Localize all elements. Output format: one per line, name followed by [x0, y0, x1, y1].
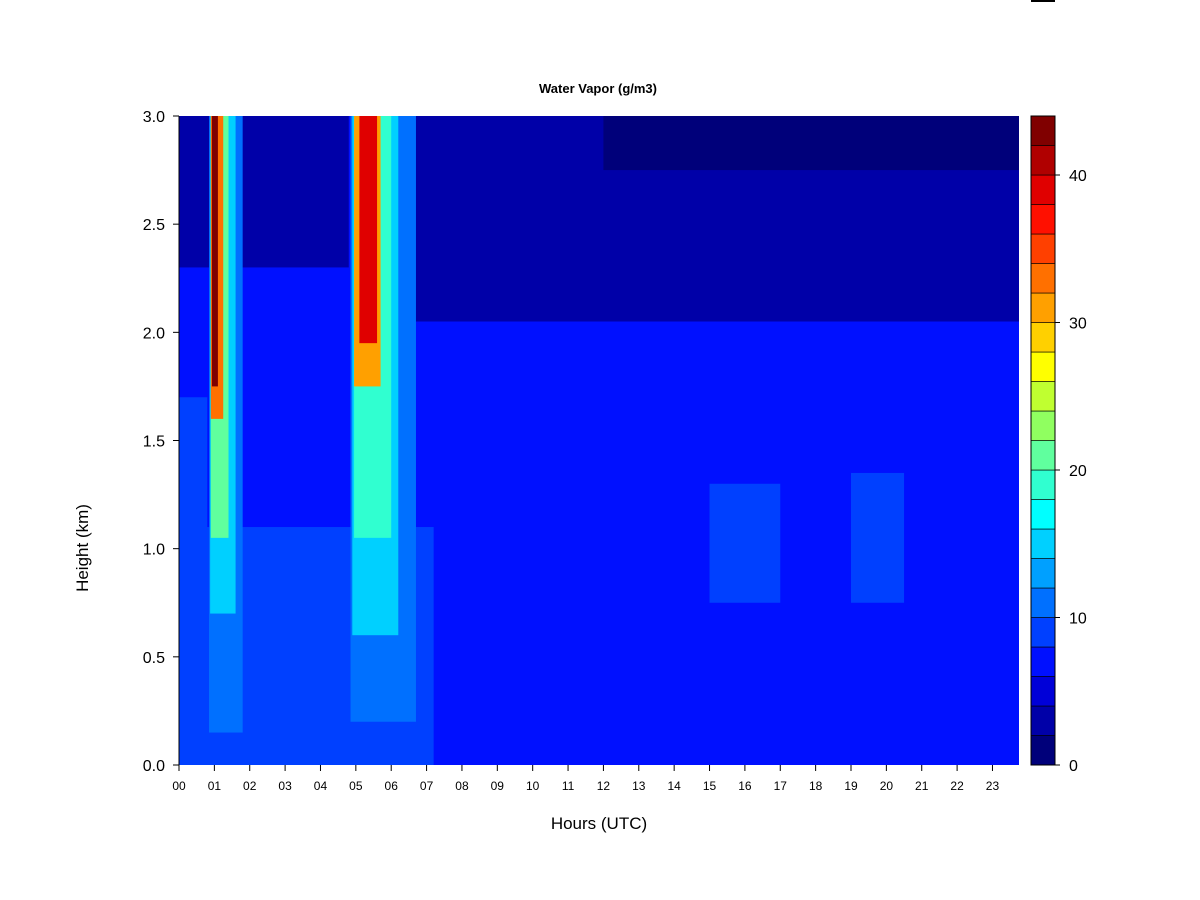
heatmap-region-plume-1-core	[211, 116, 218, 387]
x-axis-label: Hours (UTC)	[551, 814, 647, 833]
y-tick-label: 2.0	[143, 325, 165, 342]
y-tick-label: 2.5	[143, 217, 165, 234]
colorbar-swatch	[1030, 469, 1056, 500]
colorbar-legend: 0 10 20 30 40	[1030, 115, 1087, 775]
y-tick-label: 0.0	[143, 758, 165, 775]
x-tick-label: 22	[950, 779, 964, 793]
x-tick-label: 18	[809, 779, 823, 793]
x-tick-label: 14	[667, 779, 681, 793]
colorbar-swatch	[1030, 204, 1056, 235]
colorbar-swatch	[1030, 263, 1056, 294]
colorbar-swatch	[1030, 735, 1056, 766]
x-tick-label: 07	[420, 779, 434, 793]
colorbar-tick-label: 40	[1069, 168, 1087, 185]
x-tick-label: 08	[455, 779, 469, 793]
x-tick-label: 16	[738, 779, 752, 793]
x-tick-label: 20	[880, 779, 894, 793]
x-tick-label: 09	[491, 779, 505, 793]
x-tick-label: 11	[562, 779, 575, 793]
colorbar-swatch	[1030, 292, 1056, 323]
colorbar-swatch	[1030, 646, 1056, 677]
x-tick-label: 13	[632, 779, 646, 793]
x-tick-label: 06	[385, 779, 399, 793]
heatmap-region-top-dry-layer	[603, 116, 1019, 171]
colorbar-swatch	[1030, 617, 1056, 648]
x-tick-label: 01	[208, 779, 222, 793]
colorbar-swatch	[1030, 558, 1056, 589]
corner-mark	[1031, 0, 1055, 2]
x-tick-label: 23	[986, 779, 1000, 793]
x-tick-label: 15	[703, 779, 717, 793]
colorbar-swatch	[1030, 676, 1056, 707]
x-tick-label: 12	[597, 779, 611, 793]
x-tick-label: 00	[172, 779, 186, 793]
x-tick-label: 03	[278, 779, 292, 793]
colorbar-swatch	[1030, 499, 1056, 530]
y-tick-label: 1.5	[143, 434, 165, 451]
heatmap-region-midday-moist-band	[709, 483, 781, 603]
x-tick-label: 04	[314, 779, 328, 793]
colorbar-frame	[1030, 115, 1056, 766]
y-tick-label: 3.0	[143, 109, 165, 126]
colorbar-swatch	[1030, 145, 1056, 176]
heatmap-plot-area	[179, 116, 1019, 765]
colorbar-tick-label: 0	[1069, 758, 1078, 775]
x-tick-label: 17	[774, 779, 788, 793]
colorbar-tick-label: 10	[1069, 611, 1087, 628]
x-tick-label: 10	[526, 779, 540, 793]
colorbar-swatch	[1030, 705, 1056, 736]
heatmap-region-evening-moist-band	[851, 472, 905, 603]
x-tick-label: 02	[243, 779, 257, 793]
colorbar-swatch	[1030, 528, 1056, 559]
y-axis: 0.0 0.5 1.0 1.5 2.0 2.5 3.0	[143, 109, 180, 775]
colorbar-swatch	[1030, 381, 1056, 412]
colorbar-swatch	[1030, 115, 1056, 146]
y-axis-label: Height (km)	[73, 504, 92, 592]
y-tick-label: 0.5	[143, 650, 165, 667]
x-tick-label: 05	[349, 779, 363, 793]
chart-title: Water Vapor (g/m3)	[539, 81, 657, 96]
heatmap-region-plume-2-core	[359, 116, 378, 344]
heatmap-region-early-dry-layer	[179, 116, 349, 268]
colorbar-swatch	[1030, 440, 1056, 471]
x-tick-label: 21	[915, 779, 929, 793]
colorbar-swatch	[1030, 174, 1056, 205]
x-tick-label: 19	[844, 779, 858, 793]
colorbar-swatch	[1030, 233, 1056, 264]
y-tick-label: 1.0	[143, 542, 165, 559]
colorbar-swatch	[1030, 410, 1056, 441]
colorbar-swatch	[1030, 351, 1056, 382]
colorbar-swatch	[1030, 322, 1056, 353]
colorbar-swatch	[1030, 587, 1056, 618]
colorbar-tick-label: 30	[1069, 316, 1087, 333]
x-axis: 00 01 02 03 04 05 06 07 08 09 10 11 12 13 14 15 16 17 18 19…	[172, 765, 999, 793]
colorbar-tick-label: 20	[1069, 463, 1087, 480]
